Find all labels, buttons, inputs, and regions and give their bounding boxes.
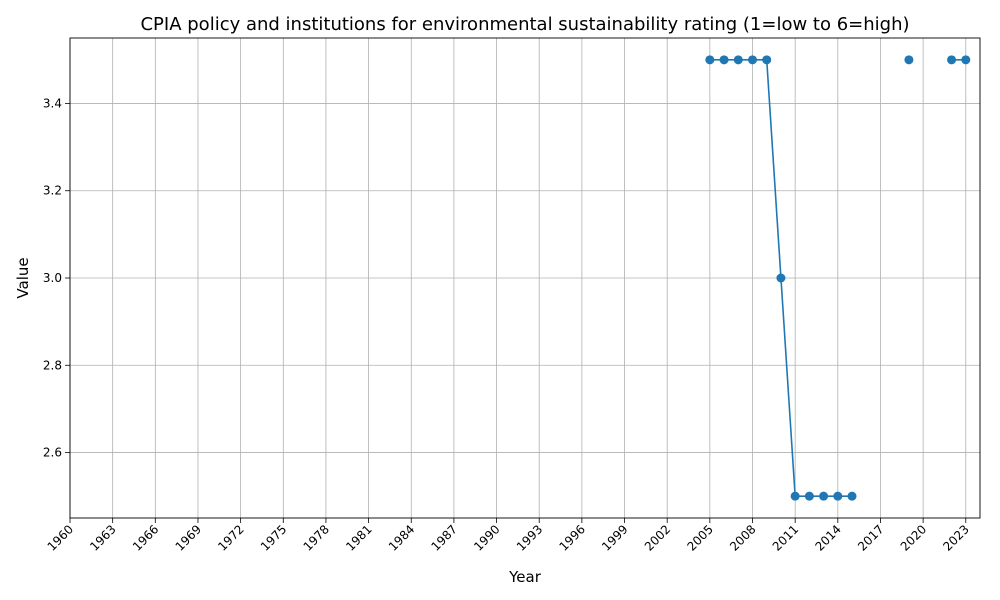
chart-title: CPIA policy and institutions for environ…	[140, 14, 909, 35]
x-tick-label: 2014	[812, 522, 843, 553]
y-tick-label: 2.8	[43, 358, 62, 372]
x-tick-label: 1960	[45, 522, 76, 553]
x-tick-label: 1972	[215, 522, 246, 553]
data-point	[790, 491, 800, 501]
x-tick-label: 2002	[642, 522, 673, 553]
y-tick-label: 3.4	[43, 96, 62, 110]
x-tick-label: 1993	[514, 522, 545, 553]
data-point	[961, 55, 971, 65]
data-point	[762, 55, 772, 65]
x-tick-label: 1975	[258, 522, 289, 553]
data-point	[947, 55, 957, 65]
x-tick-label: 1978	[301, 522, 332, 553]
data-point	[705, 55, 715, 65]
data-point	[819, 491, 829, 501]
x-tick-label: 2008	[727, 522, 758, 553]
x-axis-label: Year	[508, 568, 542, 586]
x-tick-label: 1984	[386, 522, 417, 553]
data-point	[748, 55, 757, 65]
y-tick-label: 3.2	[43, 184, 62, 198]
x-tick-label: 1963	[87, 522, 118, 553]
data-point	[719, 55, 729, 65]
y-tick-label: 3.0	[43, 271, 62, 285]
x-tick-label: 2017	[855, 522, 886, 553]
data-point	[776, 273, 786, 283]
data-point	[904, 55, 914, 65]
x-tick-label: 1966	[130, 522, 161, 553]
x-tick-label: 1990	[471, 522, 502, 553]
x-tick-label: 1999	[599, 522, 630, 553]
data-point	[833, 491, 843, 501]
data-point	[847, 491, 857, 501]
y-axis-ticks: 2.6 2.8 3.0 3.2 3.4	[43, 96, 70, 460]
x-tick-label: 1996	[556, 522, 587, 553]
data-point	[804, 491, 814, 501]
x-tick-label: 2020	[898, 522, 929, 553]
series	[705, 55, 971, 501]
x-tick-label: 1981	[343, 522, 374, 553]
y-tick-label: 2.6	[43, 446, 62, 460]
x-tick-label: 1987	[429, 522, 460, 553]
x-tick-label: 1969	[173, 522, 204, 553]
grid	[69, 38, 980, 518]
x-axis-ticks: 1960 1963 1966 1969 1972 1975 1978 1981 1984 1987…	[45, 518, 972, 554]
data-point	[733, 55, 743, 65]
x-tick-label: 2023	[940, 522, 971, 553]
y-axis-label: Value	[14, 257, 32, 298]
x-tick-label: 2005	[684, 522, 715, 553]
x-tick-label: 2011	[770, 522, 801, 553]
